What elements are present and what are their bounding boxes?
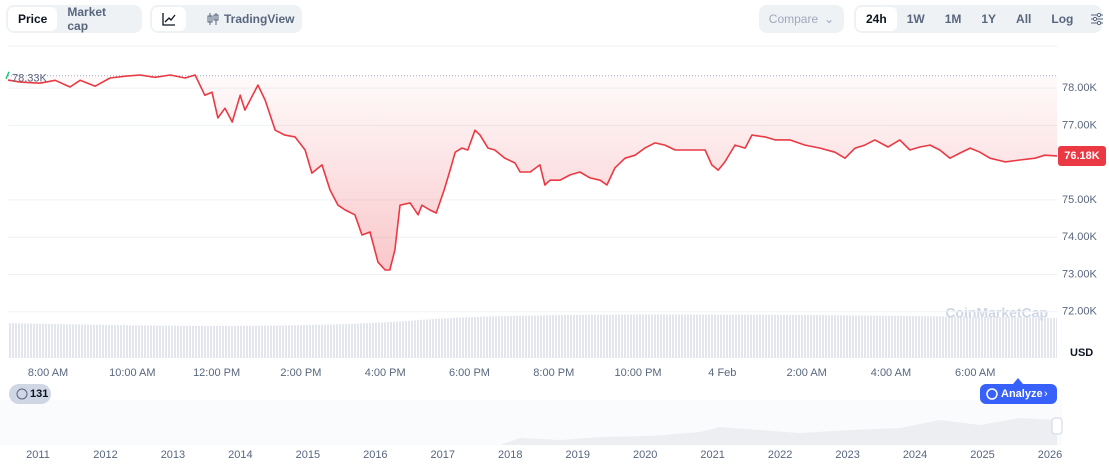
year-label: 2014 bbox=[228, 449, 252, 461]
settings-icon bbox=[1091, 13, 1104, 25]
year-label: 2017 bbox=[431, 449, 455, 461]
price-area bbox=[8, 75, 1057, 270]
currency: USD bbox=[1070, 347, 1093, 359]
x-tick-label: 8:00 AM bbox=[28, 367, 68, 379]
x-tick-label: 4:00 AM bbox=[871, 367, 911, 379]
range-group: 24h 1W 1M 1Y All Log bbox=[854, 5, 1104, 33]
year-label: 2022 bbox=[768, 449, 792, 461]
tradingview-label: TradingView bbox=[224, 12, 295, 26]
year-label: 2019 bbox=[565, 449, 589, 461]
compare-label: Compare bbox=[768, 12, 819, 26]
y-tick-label: 77.00K bbox=[1062, 119, 1098, 131]
log-button[interactable]: Log bbox=[1051, 12, 1074, 26]
current-price-tag bbox=[1058, 145, 1106, 166]
x-tick-label: 12:00 PM bbox=[193, 367, 240, 379]
reference-label: 78.33K bbox=[12, 73, 48, 85]
line-icon bbox=[162, 13, 176, 26]
year-label: 2016 bbox=[363, 449, 387, 461]
year-label: 2013 bbox=[161, 449, 185, 461]
y-tick-label: 78.00K bbox=[1062, 82, 1098, 94]
year-label: 2012 bbox=[93, 449, 117, 461]
range[interactable]: 1M bbox=[944, 12, 962, 26]
analyze-icon bbox=[986, 388, 998, 400]
year-label: 2023 bbox=[835, 449, 859, 461]
year-label: 2026 bbox=[1038, 449, 1062, 461]
volume-strip bbox=[8, 314, 1057, 358]
x-tick-label: 10:00 AM bbox=[109, 367, 155, 379]
y-tick-label: 72.00K bbox=[1062, 306, 1098, 318]
x-tick-label: 2:00 PM bbox=[280, 367, 321, 379]
chevron: ⌄ bbox=[824, 12, 835, 26]
year-label: 2011 bbox=[26, 449, 50, 461]
analyze-chevron: › bbox=[1044, 388, 1048, 400]
navigator-handle[interactable] bbox=[1051, 417, 1063, 435]
badge-count: 131 bbox=[30, 388, 48, 400]
y-tick-label: 75.00K bbox=[1062, 194, 1098, 206]
y-tick-label: 73.00K bbox=[1062, 268, 1098, 280]
badge[interactable] bbox=[9, 384, 51, 404]
range[interactable]: 1W bbox=[906, 12, 925, 26]
navigator-background bbox=[0, 400, 1062, 445]
badge-icon bbox=[16, 388, 28, 400]
tab[interactable]: Market cap bbox=[67, 5, 107, 33]
year-label: 2021 bbox=[700, 449, 724, 461]
tradingview-button[interactable]: TradingView bbox=[196, 7, 304, 31]
year-label: 2015 bbox=[296, 449, 320, 461]
year-label: 2024 bbox=[903, 449, 927, 461]
x-tick-label: 6:00 PM bbox=[449, 367, 490, 379]
tab[interactable]: Price bbox=[8, 7, 58, 31]
x-tick-label: 6:00 AM bbox=[955, 367, 995, 379]
x-tick-label: 10:00 PM bbox=[615, 367, 662, 379]
y-tick-label: 74.00K bbox=[1062, 231, 1098, 243]
analyze-button[interactable] bbox=[980, 384, 1057, 404]
candle-icon bbox=[207, 13, 219, 25]
navigator-area bbox=[500, 418, 1057, 445]
view-group: TradingView bbox=[150, 5, 302, 33]
reference-marker bbox=[5, 71, 10, 80]
analyze-label: Analyze bbox=[1001, 388, 1043, 400]
watermark: CoinMarketCap bbox=[945, 305, 1048, 321]
x-tick-label: 2:00 AM bbox=[786, 367, 826, 379]
year-label: 2020 bbox=[633, 449, 657, 461]
x-tick-label: 4:00 PM bbox=[365, 367, 406, 379]
compare-button[interactable]: Compare ⌄ bbox=[759, 5, 844, 33]
range[interactable]: All bbox=[1016, 12, 1032, 26]
year-label: 2025 bbox=[970, 449, 994, 461]
analyze-pointer bbox=[1013, 378, 1023, 384]
year-label: 2018 bbox=[498, 449, 522, 461]
price-line bbox=[7, 74, 1058, 271]
settings-button[interactable] bbox=[1083, 7, 1109, 31]
range[interactable]: 24h bbox=[856, 7, 897, 31]
current-price-label: 76.18K bbox=[1064, 150, 1100, 162]
x-tick-label: 4 Feb bbox=[708, 367, 736, 379]
range[interactable]: 1Y bbox=[981, 12, 997, 26]
tab-group: Price Market cap bbox=[6, 5, 142, 33]
line-view-button[interactable] bbox=[152, 7, 186, 31]
x-tick-label: 8:00 PM bbox=[533, 367, 574, 379]
